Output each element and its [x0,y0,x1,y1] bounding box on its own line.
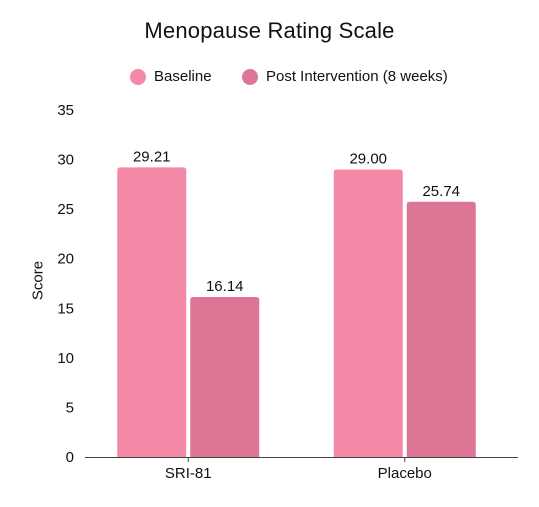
bar-post-placebo [406,201,476,457]
legend-item-baseline: Baseline [130,68,212,85]
data-label: 29.00 [349,150,387,167]
y-tick-label: 15 [57,300,74,317]
bar-post-sri-81 [190,296,260,457]
legend-label-post: Post Intervention (8 weeks) [266,68,448,85]
y-tick-label: 35 [57,102,74,119]
y-tick-label: 25 [57,201,74,218]
y-tick-label: 20 [57,251,74,268]
y-tick-label: 0 [66,449,74,466]
legend-item-post: Post Intervention (8 weeks) [242,68,448,85]
chart-title: Menopause Rating Scale [144,18,395,43]
bar-baseline-placebo [333,169,403,457]
bar-baseline-sri-81 [117,167,187,457]
data-label: 25.74 [422,183,460,200]
data-label: 16.14 [206,278,244,295]
legend: Baseline Post Intervention (8 weeks) [0,68,539,90]
legend-label-baseline: Baseline [154,68,212,85]
legend-swatch-baseline [130,68,146,85]
y-tick-label: 30 [57,152,74,169]
x-tick-label: Placebo [378,465,432,482]
y-tick-label: 10 [57,350,74,367]
y-tick-label: 5 [66,399,74,416]
legend-swatch-post [242,68,258,85]
x-tick-label: SRI-81 [165,465,212,482]
data-label: 29.21 [133,148,171,165]
